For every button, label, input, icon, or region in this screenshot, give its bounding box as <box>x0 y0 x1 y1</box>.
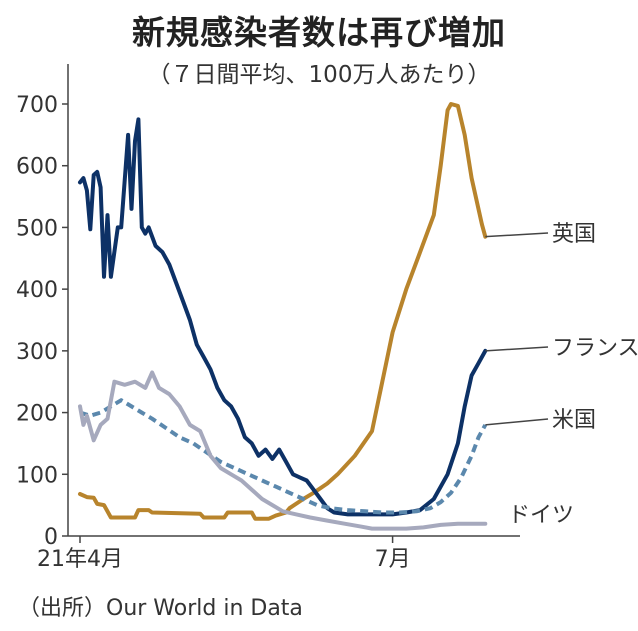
series-line-germany <box>78 370 488 531</box>
x-tick-label: 7月 <box>375 547 411 572</box>
y-tick-label: 300 <box>16 340 58 365</box>
y-tick-label: 500 <box>16 216 58 241</box>
leader-line-us <box>485 418 549 426</box>
y-tick-label: 0 <box>44 525 58 550</box>
leader-line-france <box>485 346 549 352</box>
x-tick-label: 21年4月 <box>37 547 123 572</box>
y-tick-label: 600 <box>16 155 58 180</box>
series-line-uk <box>78 102 488 521</box>
series-label-germany: ドイツ <box>508 503 574 528</box>
y-tick-label: 100 <box>16 463 58 488</box>
chart-axes: 0 100 200 300 400 500 600 700 21年4月 7月 <box>16 64 520 572</box>
leader-line-uk <box>485 232 549 238</box>
chart-subtitle: （７日間平均、100万人あたり） <box>147 62 491 88</box>
y-tick-label: 400 <box>16 278 58 303</box>
series-label-us: 米国 <box>552 408 596 433</box>
series-label-france: フランス <box>552 336 638 361</box>
series-line-france <box>78 117 488 517</box>
series-label-uk: 英国 <box>552 222 596 247</box>
y-tick-label: 200 <box>16 402 58 427</box>
chart-title: 新規感染者数は再び増加 <box>132 13 506 52</box>
y-tick-label: 700 <box>16 93 58 118</box>
source-note: （出所）Our World in Data <box>18 596 303 621</box>
series-lines <box>78 102 488 531</box>
series-line-us <box>79 398 488 515</box>
